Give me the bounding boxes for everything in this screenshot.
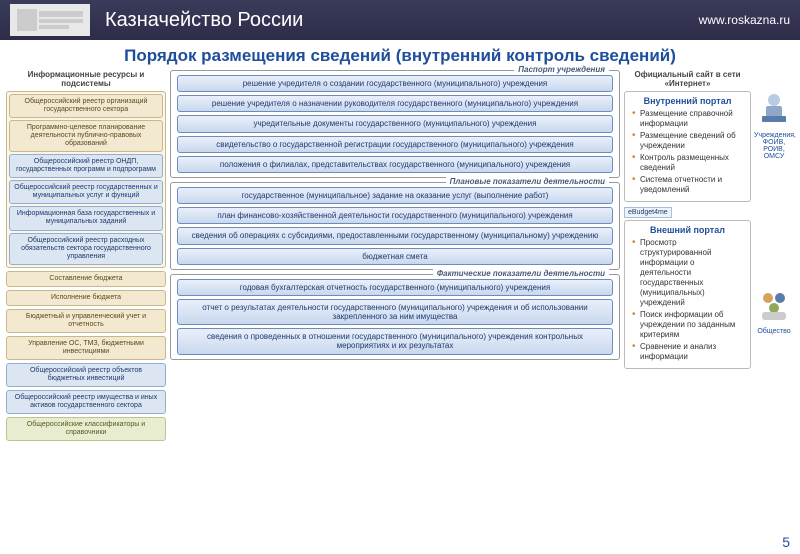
panel-item: Размещение справочной информации — [632, 109, 745, 129]
mid-legend: Фактические показатели деятельности — [433, 269, 609, 278]
page-title: Порядок размещения сведений (внутренний … — [0, 40, 800, 70]
mid-item: годовая бухгалтерская отчетность государ… — [177, 279, 613, 296]
left-item: Общероссийский реестр государственных и … — [9, 180, 163, 204]
panel-item: Контроль размещенных сведений — [632, 153, 745, 173]
mid-item: сведения о проведенных в отношении госуд… — [177, 328, 613, 354]
mid-section-fact: Фактические показатели деятельности годо… — [170, 274, 620, 360]
ebudget-tag: eBudget4me — [624, 207, 672, 218]
page-number: 5 — [782, 534, 790, 550]
panel-item: Система отчетности и уведомлений — [632, 175, 745, 195]
header-logo — [10, 4, 90, 36]
mid-section-passport: Паспорт учреждения решение учредителя о … — [170, 70, 620, 178]
people-group-icon — [756, 286, 792, 322]
mid-legend: Плановые показатели деятельности — [446, 177, 609, 186]
middle-column: Паспорт учреждения решение учредителя о … — [170, 70, 620, 444]
right-side-labels: Учреждения, ФОИВ, РОИВ, ОМСУ Общество — [754, 70, 794, 444]
right-column: Официальный сайт в сети «Интернет» Внутр… — [624, 70, 794, 444]
mid-item: сведения об операциях с субсидиями, пред… — [177, 227, 613, 244]
header-url[interactable]: www.roskazna.ru — [699, 13, 790, 27]
header-title: Казначейство России — [105, 9, 699, 32]
mid-item: положения о филиалах, представительствах… — [177, 156, 613, 173]
mid-item: план финансово-хозяйственной деятельност… — [177, 207, 613, 224]
panel-item: Сравнение и анализ информации — [632, 342, 745, 362]
left-item: Общероссийские классификаторы и справочн… — [6, 417, 166, 441]
main-columns: Информационные ресурсы и подсистемы Обще… — [0, 70, 800, 444]
mid-item: решение учредителя о назначении руководи… — [177, 95, 613, 112]
header: Казначейство России www.roskazna.ru — [0, 0, 800, 40]
left-item: Общероссийский реестр ОНДП, государствен… — [9, 154, 163, 178]
left-column: Информационные ресурсы и подсистемы Обще… — [6, 70, 166, 444]
left-item: Общероссийский реестр имущества и иных а… — [6, 390, 166, 414]
mid-item: свидетельство о государственной регистра… — [177, 136, 613, 153]
external-portal-panel: Внешний портал Просмотр структурированно… — [624, 220, 751, 369]
internal-portal-panel: Внутренний портал Размещение справочной … — [624, 91, 751, 202]
left-item: Исполнение бюджета — [6, 290, 166, 306]
right-column-header: Официальный сайт в сети «Интернет» — [624, 70, 751, 88]
mid-item: отчет о результатах деятельности государ… — [177, 299, 613, 325]
left-item: Общероссийский реестр объектов бюджетных… — [6, 363, 166, 387]
panel-title: Внутренний портал — [630, 96, 745, 106]
side-label: Общество — [754, 328, 794, 335]
left-column-header: Информационные ресурсы и подсистемы — [6, 70, 166, 88]
left-item: Управление ОС, ТМЗ, бюджетными инвестици… — [6, 336, 166, 360]
mid-item: учредительные документы государственного… — [177, 115, 613, 132]
left-item: Информационная база государственных и му… — [9, 206, 163, 230]
panel-item: Просмотр структурированной информации о … — [632, 238, 745, 308]
panel-item: Размещение сведений об учреждении — [632, 131, 745, 151]
mid-legend: Паспорт учреждения — [514, 65, 609, 74]
left-item: Составление бюджета — [6, 271, 166, 287]
mid-item: государственное (муниципальное) задание … — [177, 187, 613, 204]
panel-item: Поиск информации об учреждении по заданн… — [632, 310, 745, 340]
mid-section-plan: Плановые показатели деятельности государ… — [170, 182, 620, 270]
side-label: Учреждения, ФОИВ, РОИВ, ОМСУ — [754, 132, 794, 160]
left-item: Бюджетный и управленческий учет и отчетн… — [6, 309, 166, 333]
mid-item: решение учредителя о создании государств… — [177, 75, 613, 92]
person-computer-icon — [756, 90, 792, 126]
panel-title: Внешний портал — [630, 225, 745, 235]
left-item: Общероссийский реестр организаций госуда… — [9, 94, 163, 118]
left-item: Общероссийский реестр расходных обязател… — [9, 233, 163, 265]
left-item: Программно-целевое планирование деятельн… — [9, 120, 163, 152]
left-group: Общероссийский реестр организаций госуда… — [6, 91, 166, 268]
mid-item: бюджетная смета — [177, 248, 613, 265]
